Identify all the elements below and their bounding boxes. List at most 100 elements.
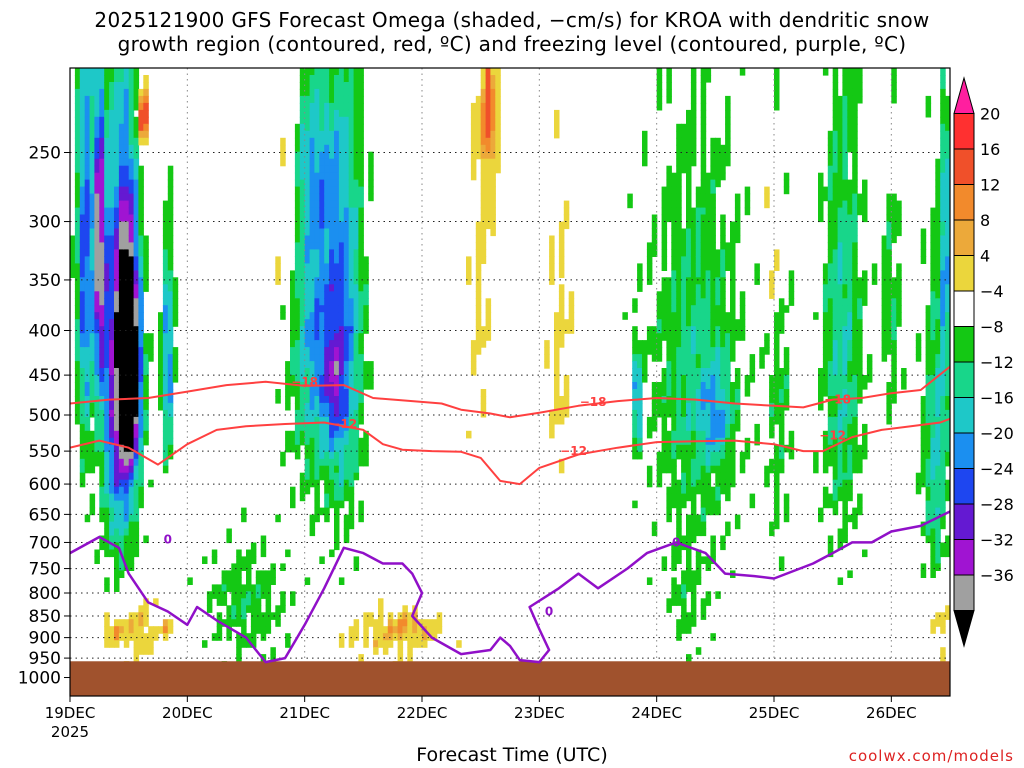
omega-cell xyxy=(236,563,242,571)
omega-cell xyxy=(827,151,834,160)
omega-cell xyxy=(822,430,829,439)
omega-cell xyxy=(676,584,682,592)
omega-cell xyxy=(260,542,267,551)
omega-cell xyxy=(123,165,130,174)
omega-cell xyxy=(334,542,340,551)
omega-cell xyxy=(681,382,687,390)
omega-cell xyxy=(661,186,668,195)
omega-cell xyxy=(84,340,91,348)
omega-cell xyxy=(343,298,350,306)
omega-cell xyxy=(930,549,936,558)
omega-cell xyxy=(558,409,565,418)
omega-cell xyxy=(495,130,501,139)
omega-cell xyxy=(734,514,741,523)
omega-cell xyxy=(334,361,340,369)
omega-cell xyxy=(686,389,692,397)
omega-cell xyxy=(480,95,487,104)
omega-cell xyxy=(99,179,105,188)
omega-cell xyxy=(123,340,130,348)
omega-cell xyxy=(666,514,672,523)
omega-cell xyxy=(725,326,731,334)
omega-cell xyxy=(720,270,726,278)
omega-cell xyxy=(99,116,105,125)
omega-cell xyxy=(363,626,369,634)
omega-cell xyxy=(930,270,936,278)
omega-cell xyxy=(74,242,81,250)
omega-cell xyxy=(314,409,320,418)
omega-cell xyxy=(314,263,320,271)
omega-cell xyxy=(114,451,120,460)
omega-cell xyxy=(847,514,853,523)
omega-cell xyxy=(109,465,115,474)
omega-cell xyxy=(241,598,247,606)
omega-cell xyxy=(842,444,848,453)
omega-cell xyxy=(857,319,863,327)
omega-cell xyxy=(725,444,731,453)
omega-cell xyxy=(89,151,96,160)
omega-cell xyxy=(690,228,697,237)
omega-cell xyxy=(827,284,834,292)
omega-cell xyxy=(334,95,340,104)
omega-cell xyxy=(128,402,135,411)
omega-cell xyxy=(730,354,736,362)
omega-cell xyxy=(940,102,946,111)
omega-cell xyxy=(690,298,697,306)
omega-cell xyxy=(99,284,105,292)
omega-cell xyxy=(778,305,785,313)
omega-cell xyxy=(935,423,941,432)
omega-cell xyxy=(109,444,115,453)
omega-cell xyxy=(485,312,492,320)
omega-cell xyxy=(725,430,731,439)
omega-cell xyxy=(299,361,306,369)
omega-cell xyxy=(852,423,858,432)
omega-cell xyxy=(671,263,677,271)
omega-cell xyxy=(470,172,477,181)
omega-cell xyxy=(470,144,477,153)
omega-cell xyxy=(646,326,653,334)
credit-link[interactable]: coolwx.com/models xyxy=(848,747,1014,765)
omega-cell xyxy=(886,382,892,390)
omega-cell xyxy=(671,235,677,244)
omega-cell xyxy=(319,507,325,516)
omega-cell xyxy=(930,570,936,578)
omega-cell xyxy=(348,444,355,453)
omega-cell xyxy=(822,305,829,313)
omega-cell xyxy=(299,305,306,313)
omega-cell xyxy=(695,249,702,257)
omega-cell xyxy=(334,68,340,76)
omega-cell xyxy=(769,465,775,474)
omega-cell xyxy=(930,382,936,390)
omega-cell xyxy=(94,326,100,334)
omega-cell xyxy=(118,123,125,132)
omega-cell xyxy=(348,493,355,502)
colorbar-swatch xyxy=(953,468,975,505)
omega-cell xyxy=(852,396,858,404)
omega-cell xyxy=(852,263,858,271)
y-tick-label: 600 xyxy=(29,475,61,495)
omega-cell xyxy=(676,137,682,146)
omega-cell xyxy=(925,109,932,118)
omega-cell xyxy=(304,221,311,230)
omega-cell xyxy=(402,626,408,634)
omega-cell xyxy=(118,109,125,118)
omega-cell xyxy=(109,68,115,76)
omega-cell xyxy=(309,326,316,334)
omega-cell xyxy=(549,256,555,264)
omega-cell xyxy=(114,619,120,627)
omega-cell xyxy=(309,528,316,537)
omega-cell xyxy=(138,458,144,467)
omega-cell xyxy=(837,486,844,495)
omega-cell xyxy=(236,647,242,655)
omega-cell xyxy=(930,347,936,355)
y-tick-label: 300 xyxy=(29,213,61,233)
omega-cell xyxy=(842,465,848,474)
omega-cell xyxy=(715,291,721,299)
omega-cell xyxy=(329,242,335,250)
omega-cell xyxy=(832,228,839,237)
omega-cell xyxy=(319,451,325,460)
omega-cell xyxy=(128,465,135,474)
omega-cell xyxy=(368,612,374,620)
omega-cell xyxy=(104,298,110,306)
omega-cell xyxy=(495,123,501,132)
omega-cell xyxy=(167,389,174,397)
